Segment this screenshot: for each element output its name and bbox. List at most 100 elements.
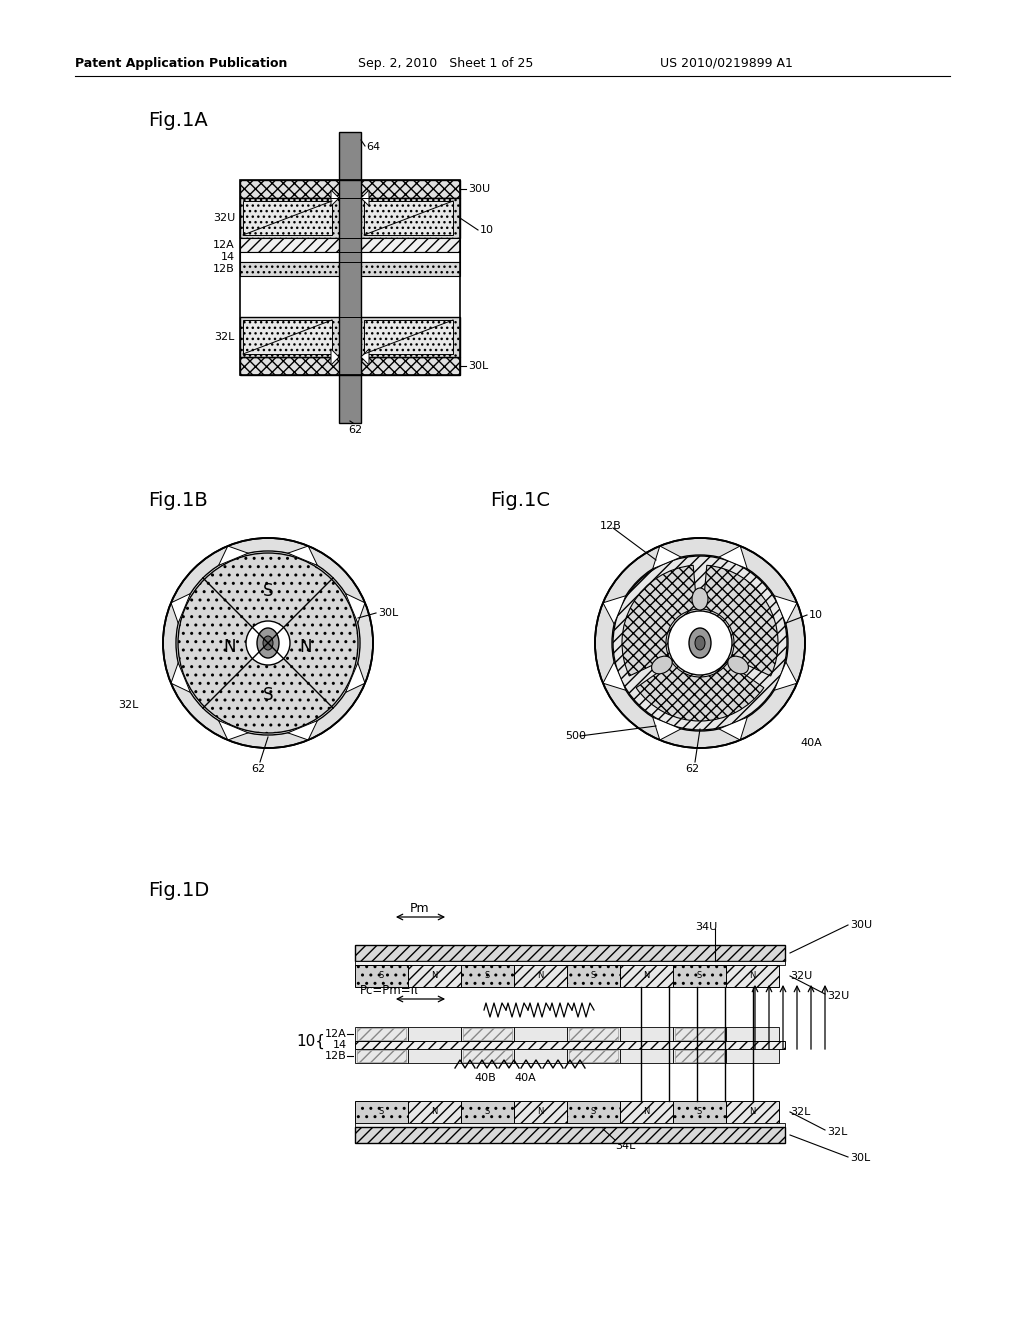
- Polygon shape: [652, 546, 681, 569]
- Bar: [461, 1101, 514, 1123]
- Text: 34U: 34U: [695, 921, 717, 932]
- Text: S: S: [696, 1107, 701, 1117]
- Text: N: N: [537, 972, 543, 981]
- Bar: [240, 238, 460, 252]
- Bar: [620, 1049, 673, 1063]
- Text: 30L: 30L: [850, 1152, 870, 1163]
- Bar: [240, 198, 460, 238]
- Polygon shape: [719, 717, 748, 741]
- Text: S: S: [379, 1107, 384, 1117]
- Bar: [339, 180, 361, 375]
- Text: 32L: 32L: [118, 700, 138, 710]
- Polygon shape: [345, 663, 365, 693]
- Circle shape: [178, 553, 358, 733]
- Text: 12A: 12A: [326, 1030, 347, 1039]
- Text: S: S: [484, 972, 489, 981]
- Text: N: N: [643, 972, 649, 981]
- Text: Pc=Pm=π: Pc=Pm=π: [360, 985, 419, 998]
- Bar: [463, 1049, 512, 1063]
- Polygon shape: [774, 595, 797, 624]
- Polygon shape: [288, 721, 317, 741]
- Polygon shape: [361, 190, 369, 206]
- Text: S: S: [263, 686, 273, 704]
- Text: 62: 62: [685, 764, 699, 774]
- Text: 62: 62: [251, 764, 265, 774]
- Text: 32L: 32L: [827, 1127, 848, 1137]
- Bar: [408, 1101, 461, 1123]
- Bar: [569, 1049, 618, 1063]
- Text: 30L: 30L: [378, 609, 398, 618]
- Text: S: S: [484, 1107, 489, 1117]
- Bar: [569, 1028, 618, 1040]
- Text: S: S: [379, 972, 384, 981]
- Bar: [673, 1049, 726, 1063]
- Circle shape: [613, 556, 787, 730]
- Text: 32L: 32L: [215, 333, 234, 342]
- Ellipse shape: [728, 656, 749, 673]
- Text: 64: 64: [366, 143, 380, 152]
- Polygon shape: [361, 348, 369, 366]
- Polygon shape: [774, 663, 797, 690]
- Bar: [461, 1027, 514, 1041]
- Bar: [355, 1127, 785, 1143]
- Text: N: N: [749, 972, 755, 981]
- Circle shape: [612, 554, 788, 731]
- Polygon shape: [171, 663, 190, 693]
- Bar: [339, 132, 361, 180]
- Text: 12B: 12B: [326, 1051, 347, 1061]
- Bar: [673, 1027, 726, 1041]
- Wedge shape: [622, 565, 697, 676]
- Text: S: S: [591, 972, 596, 981]
- Bar: [461, 965, 514, 987]
- Text: S: S: [263, 582, 273, 601]
- Circle shape: [595, 539, 805, 748]
- Bar: [620, 1027, 673, 1041]
- Polygon shape: [719, 546, 748, 569]
- Bar: [240, 317, 460, 356]
- Bar: [355, 1049, 408, 1063]
- Text: 32L: 32L: [790, 1107, 810, 1117]
- Polygon shape: [652, 717, 681, 741]
- Polygon shape: [603, 663, 626, 690]
- Text: N: N: [431, 1107, 437, 1117]
- Text: N: N: [431, 972, 437, 981]
- Polygon shape: [331, 190, 339, 206]
- Text: 14: 14: [333, 1040, 347, 1049]
- Bar: [355, 965, 408, 987]
- Bar: [408, 1049, 461, 1063]
- Bar: [357, 1028, 406, 1040]
- Ellipse shape: [257, 628, 279, 657]
- Text: S: S: [696, 972, 701, 981]
- Bar: [339, 375, 361, 422]
- Bar: [243, 319, 332, 354]
- Circle shape: [246, 620, 290, 665]
- Text: 32U: 32U: [790, 972, 812, 981]
- Bar: [726, 1101, 779, 1123]
- Text: 40A: 40A: [800, 738, 821, 748]
- Text: N: N: [300, 638, 312, 656]
- Wedge shape: [636, 663, 764, 721]
- Bar: [514, 1101, 567, 1123]
- Bar: [355, 1123, 785, 1127]
- Bar: [620, 1101, 673, 1123]
- Bar: [726, 1027, 779, 1041]
- Text: 10{: 10{: [296, 1034, 325, 1048]
- Text: N: N: [224, 638, 237, 656]
- Text: Fig.1C: Fig.1C: [490, 491, 550, 510]
- Ellipse shape: [695, 636, 705, 649]
- Ellipse shape: [651, 656, 672, 673]
- Ellipse shape: [692, 587, 708, 610]
- Bar: [675, 1049, 724, 1063]
- Bar: [567, 1027, 620, 1041]
- Circle shape: [176, 550, 360, 735]
- Text: S: S: [279, 327, 285, 337]
- Bar: [240, 180, 460, 375]
- Text: 12B: 12B: [600, 521, 622, 531]
- Bar: [567, 1049, 620, 1063]
- Text: Pm: Pm: [411, 903, 430, 916]
- Polygon shape: [218, 721, 248, 741]
- Polygon shape: [331, 348, 339, 366]
- Bar: [726, 1049, 779, 1063]
- Text: US 2010/0219899 A1: US 2010/0219899 A1: [660, 57, 793, 70]
- Bar: [240, 252, 460, 261]
